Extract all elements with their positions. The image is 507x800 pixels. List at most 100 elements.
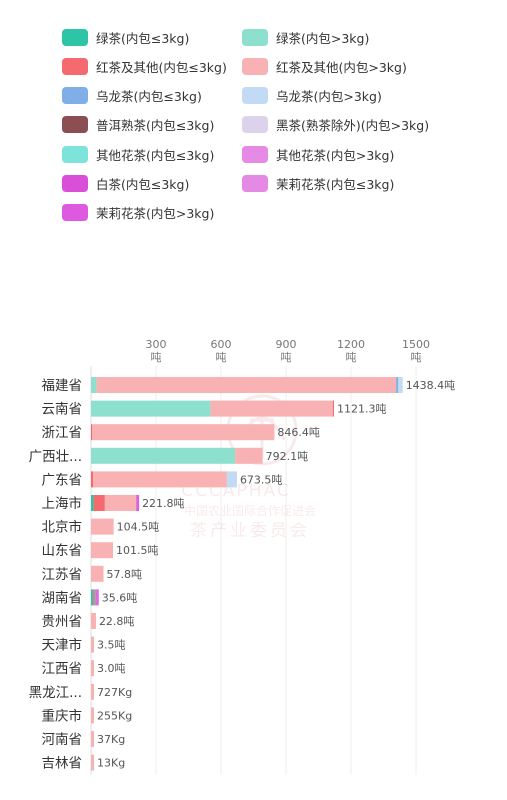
x-tick-label: 1200 [337, 338, 365, 351]
data-label: 727Kg [97, 686, 132, 699]
category-label: 广西壮... [29, 449, 82, 465]
x-tick-label: 1500 [402, 338, 430, 351]
bar-segment [91, 613, 96, 629]
legend-label: 其他花茶(内包≤3kg) [96, 147, 215, 163]
category-label: 福建省 [42, 378, 83, 394]
category-label: 广东省 [42, 472, 83, 488]
bar-segment [91, 660, 94, 677]
x-tick-unit: 吨 [411, 351, 422, 364]
bar-segment [398, 377, 403, 393]
data-label: 255Kg [97, 709, 132, 722]
legend-swatch [62, 87, 88, 105]
x-tick-label: 300 [146, 338, 167, 351]
category-label: 江西省 [42, 661, 83, 677]
bar-segment [91, 542, 113, 559]
data-label: 673.5吨 [240, 473, 283, 486]
legend-swatch [62, 57, 88, 75]
legend-item[interactable]: 普洱熟茶(内包≤3kg) [62, 114, 214, 136]
bar-segment [91, 636, 94, 653]
bar-segment [396, 377, 399, 393]
x-tick-label: 900 [276, 338, 297, 351]
legend-swatch [62, 204, 88, 222]
category-label: 云南省 [42, 402, 83, 418]
category-label: 山东省 [42, 543, 83, 559]
legend-swatch [62, 116, 88, 134]
x-tick-unit: 吨 [151, 351, 162, 364]
category-label: 北京市 [42, 519, 83, 536]
legend-label: 红茶及其他(内包≤3kg) [96, 59, 227, 75]
bar-segment [91, 400, 211, 417]
legend-label: 乌龙茶(内包≤3kg) [96, 89, 202, 105]
bar-segment [96, 377, 397, 393]
data-label: 13Kg [97, 757, 125, 770]
category-label: 上海市 [42, 495, 83, 512]
chart-legend: 绿茶(内包≤3kg) 绿茶(内包>3kg) 红茶及其他(内包≤3kg) 红茶及其他(内… [0, 0, 507, 240]
legend-label: 茉莉花茶(内包>3kg) [96, 206, 215, 222]
data-label: 22.8吨 [99, 615, 135, 628]
data-label: 37Kg [97, 733, 125, 746]
legend-label: 绿茶(内包≤3kg) [96, 30, 190, 46]
legend-item[interactable]: 乌龙茶(内包>3kg) [242, 85, 382, 107]
bar-segment [91, 683, 94, 700]
bar-segment [91, 589, 94, 606]
legend-item[interactable]: 红茶及其他(内包>3kg) [242, 55, 407, 77]
legend-label: 普洱熟茶(内包≤3kg) [96, 118, 215, 134]
x-tick-unit: 吨 [281, 351, 292, 364]
bar-segment [93, 495, 105, 511]
legend-label: 红茶及其他(内包>3kg) [276, 59, 407, 75]
legend-label: 乌龙茶(内包>3kg) [276, 89, 382, 105]
x-tick-unit: 吨 [216, 351, 227, 364]
watermark-line2: 茶产业委员会 [190, 521, 310, 541]
legend-swatch [62, 175, 88, 192]
data-label: 1438.4吨 [406, 379, 456, 392]
bar-segment [93, 471, 227, 488]
bar-segment [92, 424, 275, 441]
bar-segment [97, 589, 99, 606]
bar-segment [91, 471, 94, 488]
legend-label: 绿茶(内包>3kg) [276, 30, 370, 46]
legend-label: 黑茶(熟茶除外)(内包>3kg) [276, 118, 430, 134]
data-label: 792.1吨 [266, 450, 309, 463]
bar-segment [91, 377, 97, 393]
legend-label: 白茶(内包≤3kg) [96, 177, 190, 192]
data-label: 1121.3吨 [337, 403, 387, 416]
legend-swatch [242, 145, 268, 163]
bar-segment [93, 589, 95, 606]
legend-item[interactable]: 白茶(内包≤3kg) [62, 173, 189, 195]
bar-segment [96, 589, 98, 606]
data-label: 57.8吨 [107, 568, 143, 581]
legend-item[interactable]: 红茶及其他(内包≤3kg) [62, 55, 227, 77]
data-label: 3.5吨 [97, 639, 126, 652]
legend-item[interactable]: 绿茶(内包>3kg) [242, 26, 369, 48]
legend-item[interactable]: 茉莉花茶(内包≤3kg) [242, 173, 394, 195]
legend-item[interactable]: 茉莉花茶(内包>3kg) [62, 202, 214, 224]
legend-item[interactable]: 绿茶(内包≤3kg) [62, 26, 189, 48]
legend-label: 其他花茶(内包>3kg) [276, 147, 395, 163]
legend-swatch [242, 57, 268, 75]
legend-item[interactable]: 乌龙茶(内包≤3kg) [62, 85, 202, 107]
category-label: 湖南省 [42, 590, 83, 606]
bar-segment [91, 495, 94, 511]
bar-segment [91, 424, 93, 441]
bar-segment [91, 754, 94, 771]
category-label: 天津市 [42, 637, 83, 654]
bar-segment [235, 447, 263, 464]
bar-segment [226, 471, 237, 488]
category-label: 河南省 [42, 732, 83, 748]
legend-swatch [242, 116, 268, 134]
legend-item[interactable]: 其他花茶(内包>3kg) [242, 143, 394, 165]
data-label: 101.5吨 [116, 544, 159, 557]
legend-label: 茉莉花茶(内包≤3kg) [276, 177, 395, 192]
bar-segment [332, 400, 334, 417]
legend-item[interactable]: 黑茶(熟茶除外)(内包>3kg) [242, 114, 429, 136]
data-label: 221.8吨 [142, 497, 185, 510]
bar-segment [104, 495, 137, 511]
bar-segment [91, 731, 94, 747]
category-label: 浙江省 [42, 425, 83, 441]
legend-item[interactable]: 其他花茶(内包≤3kg) [62, 143, 214, 165]
legend-swatch [62, 28, 88, 46]
category-label: 贵州省 [42, 614, 83, 630]
legend-swatch [242, 175, 268, 192]
category-label: 江苏省 [42, 567, 83, 583]
